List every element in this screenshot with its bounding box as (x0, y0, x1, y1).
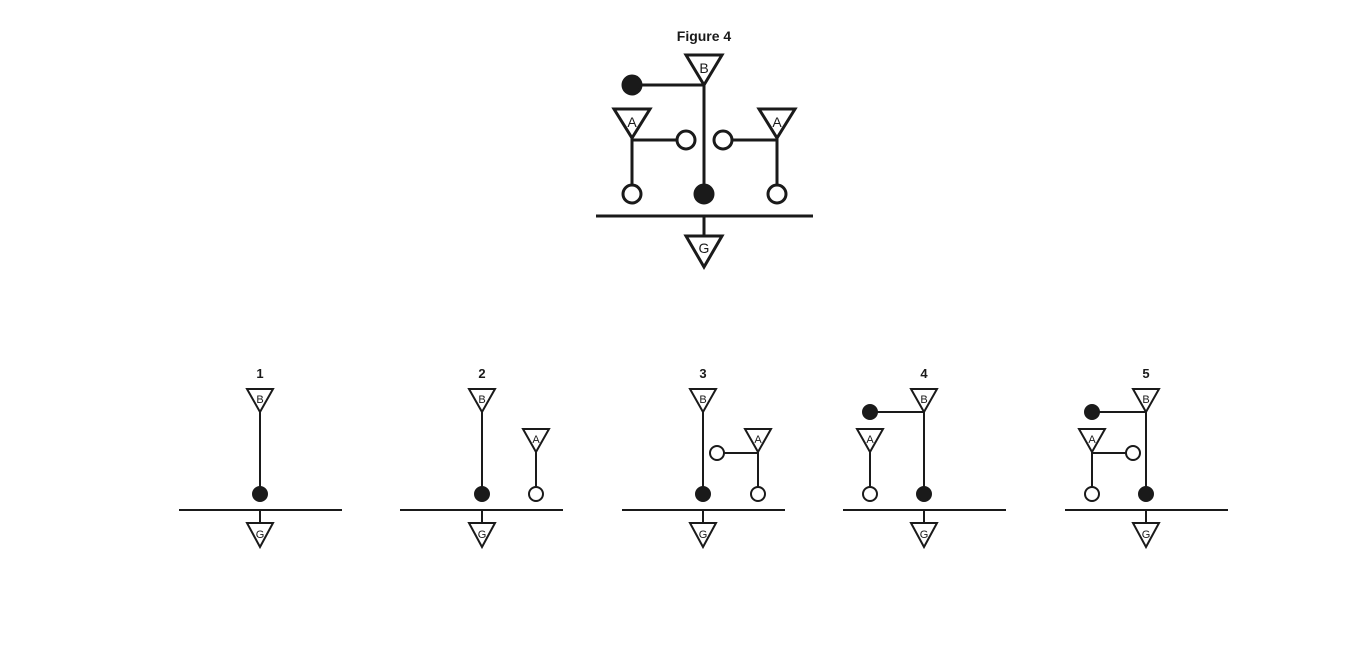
option-5-number: 5 (1142, 366, 1149, 381)
option-3-a-triangle (743, 428, 773, 455)
option-4-filled-dot-bottom (916, 486, 932, 502)
main-figure (596, 53, 813, 270)
option-5-a-label: A (1088, 434, 1096, 446)
option-3-g-label: G (699, 529, 708, 541)
option-2-a-triangle (521, 428, 551, 455)
option-1-filled-dot (252, 486, 268, 502)
figure-title: Figure 4 (677, 28, 732, 44)
option-4-g-label: G (920, 529, 929, 541)
option-3-filled-dot (695, 486, 711, 502)
option-5-filled-dot-side (1084, 404, 1100, 420)
option-1-b-label: B (256, 394, 263, 406)
option-4-b-triangle (909, 388, 939, 415)
option-5-open-dot-bottom (1084, 486, 1100, 502)
option-2[interactable] (400, 388, 563, 550)
main-a-left-open-dot-bottom (621, 183, 643, 205)
option-4[interactable] (843, 388, 1006, 550)
option-2-open-dot (528, 486, 544, 502)
option-2-b-triangle (467, 388, 497, 415)
option-1-g-label: G (256, 529, 265, 541)
option-3-open-dot-side (709, 445, 725, 461)
option-4-g-triangle (909, 522, 939, 550)
main-g-label: G (699, 240, 710, 256)
option-3[interactable] (622, 388, 785, 550)
main-a-left-triangle (611, 107, 653, 141)
main-a-left-open-dot-right (675, 129, 697, 151)
main-b-label: B (699, 60, 708, 76)
option-3-a-label: A (754, 434, 762, 446)
option-4-b-label: B (920, 394, 927, 406)
option-5[interactable] (1065, 388, 1228, 550)
option-5-b-triangle (1131, 388, 1161, 415)
option-5-open-dot-side (1125, 445, 1141, 461)
option-3-open-dot-bottom (750, 486, 766, 502)
option-1-number: 1 (256, 366, 263, 381)
option-4-number: 4 (920, 366, 928, 381)
option-2-g-label: G (478, 529, 487, 541)
option-4-open-dot (862, 486, 878, 502)
option-3-b-label: B (699, 394, 706, 406)
option-5-g-label: G (1142, 529, 1151, 541)
main-a-left-label: A (627, 114, 637, 130)
option-2-b-label: B (478, 394, 485, 406)
option-1-b-triangle (245, 388, 275, 415)
main-a-right-label: A (772, 114, 782, 130)
option-5-b-label: B (1142, 394, 1149, 406)
option-2-number: 2 (478, 366, 485, 381)
main-a-right-open-dot-bottom (766, 183, 788, 205)
option-5-filled-dot-bottom (1138, 486, 1154, 502)
main-a-right-triangle (756, 107, 798, 141)
option-1[interactable] (179, 388, 342, 550)
main-b-triangle (683, 53, 725, 88)
option-1-g-triangle (245, 522, 275, 550)
main-a-right-open-dot-left (712, 129, 734, 151)
option-4-filled-dot-side (862, 404, 878, 420)
main-g-triangle (683, 234, 725, 270)
option-5-a-triangle (1077, 428, 1107, 455)
main-b-filled-dot-left (621, 74, 643, 96)
option-2-g-triangle (467, 522, 497, 550)
option-2-filled-dot (474, 486, 490, 502)
option-2-a-label: A (532, 434, 540, 446)
option-4-a-label: A (866, 434, 874, 446)
option-3-number: 3 (699, 366, 706, 381)
option-4-a-triangle (855, 428, 885, 455)
option-3-b-triangle (688, 388, 718, 415)
option-3-g-triangle (688, 522, 718, 550)
option-5-g-triangle (1131, 522, 1161, 550)
main-b-filled-dot-bottom (693, 183, 715, 205)
